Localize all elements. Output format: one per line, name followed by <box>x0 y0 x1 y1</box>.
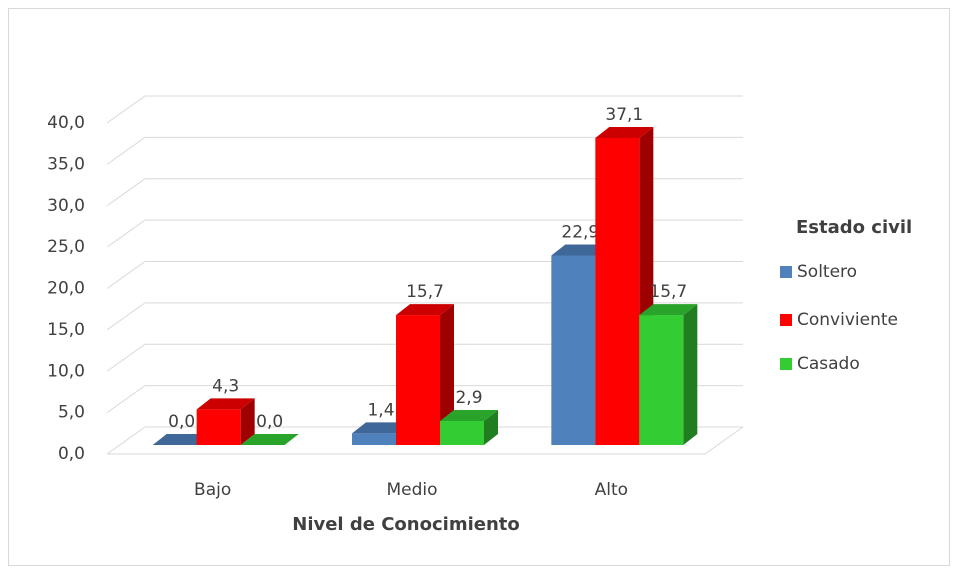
y-tick-label: 15,0 <box>47 320 85 340</box>
data-label: 1,4 <box>367 400 394 420</box>
legend-label: Soltero <box>797 262 857 282</box>
bar <box>396 304 454 445</box>
y-tick-label: 40,0 <box>47 113 85 133</box>
grid-line <box>106 385 743 414</box>
data-label: 4,3 <box>212 376 239 396</box>
legend-title: Estado civil <box>796 217 912 238</box>
bar-top <box>352 422 410 434</box>
bar-side <box>240 398 255 445</box>
legend-swatch <box>780 358 792 370</box>
y-tick-label: 0,0 <box>58 444 85 464</box>
legend-label: Conviviente <box>797 310 898 330</box>
legend-label: Casado <box>797 354 860 374</box>
grid-line <box>106 219 743 248</box>
x-tick-label: Alto <box>595 480 628 500</box>
data-label: 0,0 <box>256 412 283 432</box>
chart-border <box>8 8 950 566</box>
x-tick-label: Bajo <box>194 480 231 500</box>
bar-front <box>440 421 484 445</box>
bar-side <box>484 410 498 445</box>
bar-top <box>152 434 211 445</box>
bar-top <box>196 398 255 410</box>
bar <box>639 304 698 445</box>
bar-front <box>396 315 440 445</box>
y-tick-label: 30,0 <box>47 196 85 216</box>
bar <box>196 398 255 445</box>
data-label: 15,7 <box>649 282 687 302</box>
bar-front <box>639 315 684 445</box>
grid-line <box>106 178 743 207</box>
y-tick-label: 5,0 <box>58 403 85 423</box>
data-label: 22,9 <box>561 223 599 243</box>
bar-top <box>595 126 654 138</box>
bar-top <box>551 244 610 256</box>
floor-edge <box>107 426 744 455</box>
bar-top <box>396 304 454 316</box>
bar-top <box>639 304 698 316</box>
bar-front <box>196 409 241 445</box>
y-tick-label: 20,0 <box>47 279 85 299</box>
grid-line <box>106 136 743 165</box>
legend-swatch <box>780 314 792 326</box>
y-tick-label: 25,0 <box>47 237 85 257</box>
x-axis-title: Nivel de Conocimiento <box>292 514 520 535</box>
data-label: 15,7 <box>406 282 444 302</box>
bar-side <box>440 304 454 445</box>
grid-line <box>106 343 743 372</box>
bar <box>152 434 211 445</box>
grid-line <box>106 302 743 331</box>
grid-line <box>106 426 743 455</box>
grid-line <box>106 261 743 289</box>
bar-top <box>240 434 299 445</box>
y-tick-label: 10,0 <box>47 361 85 381</box>
legend-swatch <box>780 266 792 278</box>
y-tick-label: 35,0 <box>47 154 85 174</box>
bar-front <box>551 255 596 445</box>
data-label: 2,9 <box>455 388 482 408</box>
bar <box>240 434 299 445</box>
data-label: 0,0 <box>168 412 195 432</box>
grid-line <box>106 95 743 124</box>
data-label: 37,1 <box>605 105 643 125</box>
bar-front <box>352 433 396 445</box>
bar <box>595 126 654 445</box>
x-tick-label: Medio <box>386 480 437 500</box>
bar-top <box>440 410 498 422</box>
bar-side <box>683 304 698 445</box>
bar <box>440 410 498 445</box>
bar-front <box>595 137 640 445</box>
